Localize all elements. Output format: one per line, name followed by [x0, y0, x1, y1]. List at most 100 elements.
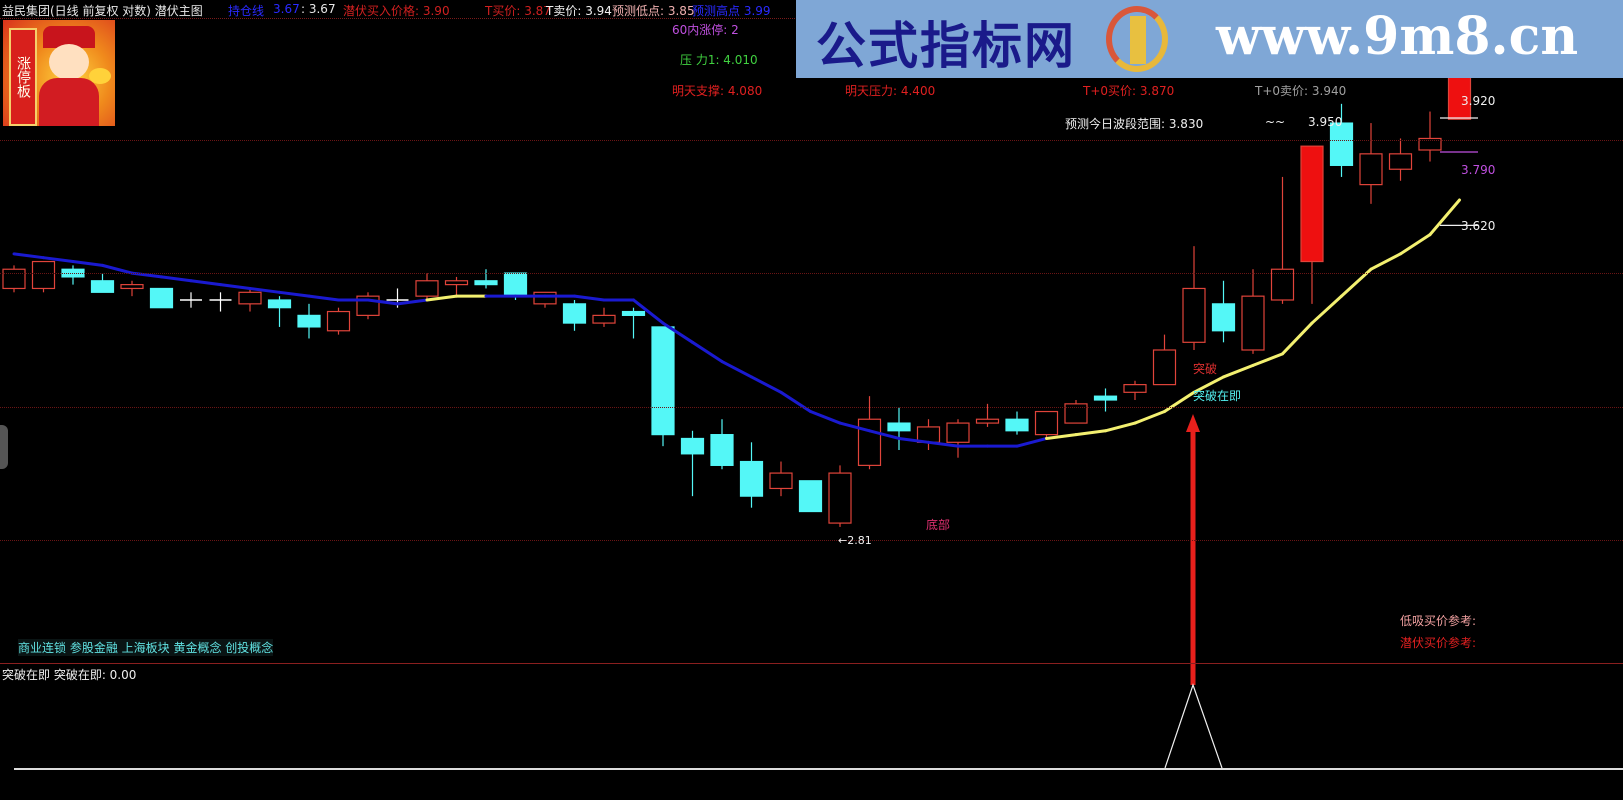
candle-up	[326, 310, 351, 332]
ma-line-falling-segment	[396, 298, 429, 306]
range-forecast-high: 3.950	[1308, 115, 1343, 129]
ma-line-falling-segment	[838, 421, 871, 433]
candle-down	[710, 434, 734, 466]
ma-line-falling-segment	[219, 283, 252, 290]
candle-down	[267, 299, 292, 309]
grid-line	[0, 407, 1623, 408]
ma-line-rising-segment	[1251, 352, 1284, 367]
candle-down	[1005, 418, 1029, 432]
ma-line-rising-segment	[1104, 421, 1137, 433]
candle-down	[651, 326, 675, 436]
t0-buy-price: T+0买价: 3.870	[1083, 84, 1175, 98]
ma-line-falling-segment	[189, 279, 222, 287]
hold-line-value2: : 3.67	[301, 2, 336, 16]
low-price-marker: ←2.81	[838, 534, 872, 547]
candle-up	[857, 418, 882, 466]
signal-breakout: 突破	[1193, 362, 1218, 376]
mascot-robe	[39, 78, 99, 126]
level-label-3620: 3.620	[1461, 219, 1496, 233]
ma-line-rising-segment	[1369, 252, 1402, 271]
banner-url: www.9m8.cn	[1216, 6, 1579, 67]
mascot-scroll: 涨停板	[9, 28, 37, 126]
candle-down	[149, 287, 174, 309]
hold-line-value: 3.67	[273, 2, 300, 16]
candle-down	[680, 437, 705, 455]
predicted-high: 预测高点 3.99	[692, 4, 771, 18]
sub-panel-baseline	[14, 768, 1623, 770]
candle-up	[1359, 153, 1383, 186]
concept-tags: 商业连锁 参股金融 上海板块 黄金概念 创投概念	[18, 639, 274, 656]
ma-line-falling-segment	[661, 321, 694, 344]
t-buy-price: T买价: 3.87	[485, 4, 551, 18]
candle-up	[1152, 349, 1177, 386]
ma-line-falling-segment	[160, 275, 193, 283]
ma-line-rising-segment	[1192, 375, 1225, 394]
candle-up	[1241, 295, 1265, 351]
ma-line-falling-segment	[42, 256, 75, 264]
ma-line-falling-segment	[809, 410, 842, 425]
ma-line-falling-segment	[307, 294, 340, 302]
sub-panel-title: 突破在即 突破在即: 0.00	[2, 668, 137, 682]
hold-line-label: 持仓线	[228, 4, 265, 18]
candle-up	[975, 418, 1000, 424]
candle-down	[562, 303, 587, 324]
ma-line-falling-segment	[366, 298, 399, 306]
candle-up	[1034, 410, 1059, 436]
ma-line-falling-segment	[632, 298, 665, 325]
candle-up	[592, 314, 616, 324]
candle-down	[90, 280, 115, 293]
t0-sell-price: T+0卖价: 3.940	[1255, 84, 1347, 98]
signal-breakout-soon: 突破在即	[1193, 389, 1242, 403]
ma-line-falling-segment	[927, 440, 960, 448]
ma-line-falling-segment	[278, 290, 311, 298]
candle-up	[2, 268, 26, 290]
t-sell-price: T卖价: 3.94	[546, 4, 612, 18]
candle-up	[1123, 384, 1147, 393]
candle-down	[887, 422, 911, 432]
ma-line-falling-segment	[720, 360, 753, 379]
support-tomorrow: 明天支撑: 4.080	[672, 84, 763, 98]
gold-ingot-icon	[89, 68, 111, 84]
candle-up	[1182, 287, 1206, 343]
candle-down	[1211, 303, 1236, 332]
candle-down	[297, 314, 321, 328]
ma-line-falling-segment	[248, 286, 281, 294]
panel-divider[interactable]	[0, 663, 1623, 664]
ma-line-rising-segment	[1281, 321, 1314, 356]
watermark-banner: 公式指标网 www.9m8.cn	[796, 0, 1623, 78]
candle-up	[769, 472, 793, 490]
banner-site-name: 公式指标网	[816, 17, 1076, 75]
site-logo-icon	[1106, 6, 1168, 72]
ma-line-rising-segment	[1045, 433, 1078, 440]
candle-down	[621, 310, 646, 316]
grid-line	[0, 540, 1623, 541]
ma-line-falling-segment	[71, 260, 104, 267]
ma-line-rising-segment	[1399, 233, 1432, 256]
predicted-low: 预测低点: 3.85	[612, 4, 695, 18]
ma-line-falling-segment	[897, 436, 930, 444]
candle-down	[1329, 122, 1354, 166]
mascot-hat	[43, 26, 95, 48]
panel-resize-handle[interactable]	[0, 425, 8, 469]
range-forecast-low: 预测今日波段范围: 3.830	[1065, 117, 1204, 131]
ma-line-falling-segment	[12, 252, 45, 260]
candle-down	[503, 272, 528, 297]
signal-bottom: 底部	[926, 518, 951, 532]
candle-up	[1300, 145, 1324, 263]
candle-down	[798, 480, 823, 513]
ma-line-falling-segment	[1015, 436, 1048, 448]
ma-line-falling-segment	[101, 263, 134, 275]
grid-line	[0, 273, 1623, 274]
candle-up	[1388, 153, 1413, 170]
pressure-tomorrow: 明天压力: 4.400	[845, 84, 936, 98]
mascot-image: 涨停板	[3, 20, 115, 126]
ma-line-falling-segment	[868, 429, 901, 440]
candle-up	[1270, 268, 1295, 301]
low-buy-reference: 低吸买价参考:	[1400, 614, 1477, 628]
latent-buy-reference: 潜伏买价参考:	[1400, 636, 1477, 650]
latent-buy-price: 潜伏买入价格: 3.90	[343, 4, 450, 18]
ma-line-rising-segment	[1310, 294, 1343, 325]
candle-up	[444, 280, 469, 286]
ma-line-falling-segment	[573, 294, 606, 302]
